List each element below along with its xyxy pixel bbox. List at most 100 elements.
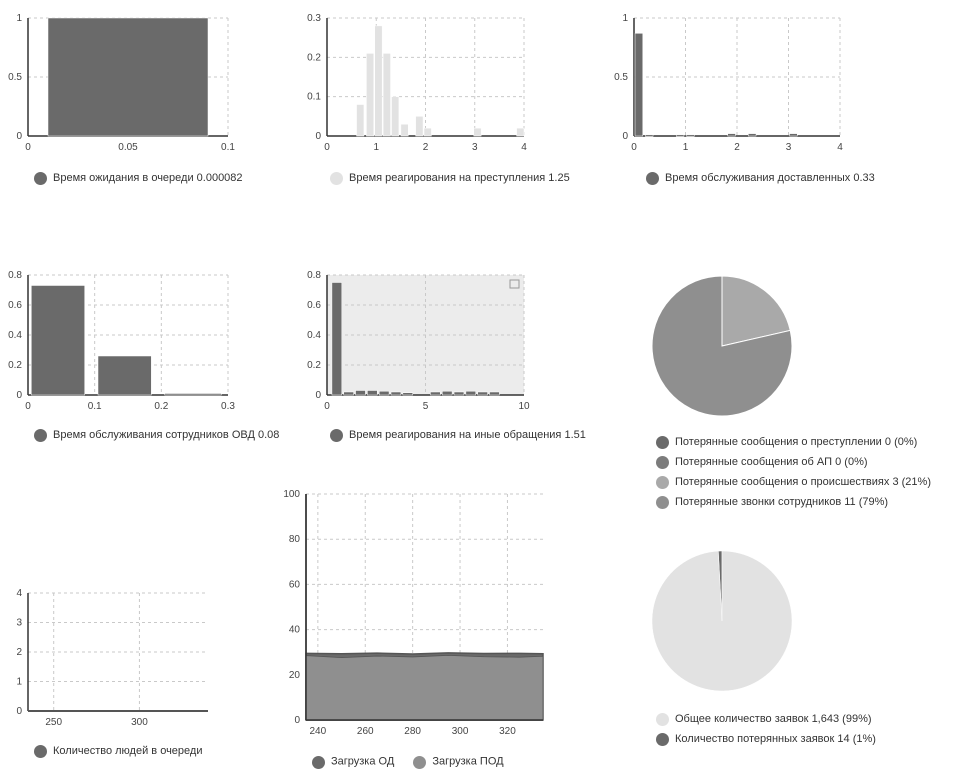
bar — [356, 104, 365, 137]
bar — [489, 391, 500, 396]
legend-label: Время реагирования на иные обращения — [349, 429, 562, 441]
bar — [423, 127, 432, 137]
toolbar-icon — [509, 279, 520, 289]
chart-crime-response-svg: 0 0.1 0.2 0.3 0 1 2 3 4 — [307, 13, 527, 153]
y-tick-label: 1 — [622, 13, 628, 24]
area-series-pod — [305, 654, 544, 721]
legend-item[interactable]: Количество потерянных заявок 14 (1%) — [656, 733, 876, 753]
x-tick-label: 4 — [837, 142, 843, 153]
legend-pct: 1% — [856, 733, 873, 745]
legend-delivered-service[interactable]: Время обслуживания доставленных 0.33 — [646, 172, 875, 185]
legend-value: 0.08 — [257, 429, 280, 441]
x-tick-label: 240 — [310, 726, 327, 737]
y-tick-label: 20 — [289, 670, 301, 681]
y-tick-label: 0.5 — [614, 72, 628, 83]
legend-label: Общее количество заявок — [675, 713, 809, 725]
chart-ovd-service-svg: 0 0.2 0.4 0.6 0.8 0 0.1 0.2 0.3 — [8, 270, 235, 412]
bar — [675, 134, 685, 137]
legend-crime-response[interactable]: Время реагирования на преступления 1.25 — [330, 172, 570, 185]
pie-slice — [651, 275, 793, 417]
x-tick-label: 3 — [786, 142, 792, 153]
y-tick-label: 0.8 — [8, 270, 22, 281]
legend-ovd-service[interactable]: Время обслуживания сотрудников ОВД 0.08 — [34, 429, 279, 442]
legend-label: Загрузка ОД — [331, 756, 395, 768]
legend-item[interactable]: Потерянные сообщения об АП 0 (0%) — [656, 456, 931, 476]
y-tick-label: 0.3 — [307, 13, 321, 24]
legend-value: 1.25 — [548, 172, 570, 184]
legend-other-response[interactable]: Время реагирования на иные обращения 1.5… — [330, 429, 586, 442]
bar — [516, 127, 525, 137]
bar — [331, 282, 343, 396]
y-tick-label: 0 — [294, 715, 300, 726]
chart-delivered-service: 0 0.5 1 0 1 2 3 4 Время обслуживания доставленн… — [610, 0, 875, 200]
legend-item[interactable]: Загрузка ПОД — [413, 756, 504, 769]
bar — [400, 123, 409, 137]
x-tick-label: 1 — [683, 142, 689, 153]
x-tick-label: 0 — [25, 142, 31, 153]
legend-item[interactable]: Потерянные звонки сотрудников 11 (79%) — [656, 496, 931, 516]
legend-label: Количество людей в очереди — [53, 745, 203, 757]
legend-queue-wait[interactable]: Время ожидания в очереди 0.000082 — [34, 172, 243, 185]
bar — [453, 391, 465, 396]
bar — [374, 25, 383, 137]
legend-value: 0.33 — [853, 172, 875, 184]
legend-label: Потерянные сообщения о преступлении — [675, 436, 882, 448]
y-tick-label: 0.2 — [307, 360, 321, 371]
legend-dot — [34, 745, 47, 758]
legend-value: 1,643 — [811, 713, 840, 725]
y-tick-label: 2 — [16, 647, 22, 658]
y-tick-label: 60 — [289, 579, 301, 590]
legend-label: Время ожидания в очереди — [53, 172, 194, 184]
pie-lost-messages-svg — [651, 275, 793, 417]
legend-value: 1.51 — [564, 429, 586, 441]
x-tick-label: 0.2 — [154, 401, 168, 412]
legend-value: 3 — [892, 476, 899, 488]
bar — [343, 391, 354, 396]
x-tick-label: 250 — [45, 717, 62, 728]
legend-queue-count[interactable]: Количество людей в очереди — [34, 745, 202, 758]
bar — [686, 134, 695, 137]
y-tick-label: 0.6 — [307, 300, 321, 311]
y-tick-label: 0.2 — [8, 360, 22, 371]
legend-label: Время обслуживания доставленных — [665, 172, 851, 184]
legend-dot — [656, 456, 669, 469]
legend-item[interactable]: Потерянные сообщения о происшествиях 3 (… — [656, 476, 931, 496]
bar — [355, 390, 366, 396]
pie-lost-messages: Потерянные сообщения о преступлении 0 (0… — [640, 270, 950, 520]
y-tick-label: 0.1 — [307, 92, 321, 103]
x-tick-label: 0 — [324, 142, 330, 153]
bar — [391, 96, 400, 137]
legend-item[interactable]: Общее количество заявок 1,643 (99%) — [656, 713, 876, 733]
y-tick-label: 3 — [16, 618, 22, 629]
legend-label: Потерянные сообщения о происшествиях — [675, 476, 890, 488]
x-tick-label: 300 — [452, 726, 469, 737]
x-tick-label: 3 — [472, 142, 478, 153]
x-tick-label: 0 — [25, 401, 31, 412]
y-tick-label: 0 — [622, 131, 628, 142]
legend-requests: Общее количество заявок 1,643 (99%) Коли… — [656, 713, 876, 753]
legend-pct: 79% — [862, 496, 885, 508]
legend-dot — [330, 429, 343, 442]
legend-value: 11 — [844, 496, 856, 508]
chart-crime-response: 0 0.1 0.2 0.3 0 1 2 3 4 Время реагирования на пр… — [300, 0, 570, 200]
bar — [31, 285, 85, 396]
legend-dot — [34, 429, 47, 442]
bar — [477, 391, 488, 396]
x-tick-label: 0.1 — [88, 401, 102, 412]
x-tick-label: 2 — [423, 142, 429, 153]
y-tick-label: 0 — [315, 390, 321, 401]
legend-dot — [656, 733, 669, 746]
chart-load-svg: 0 20 40 60 80 100 240 260 280 300 320 — [283, 489, 544, 737]
legend-item[interactable]: Потерянные сообщения о преступлении 0 (0… — [656, 436, 931, 456]
legend-dot — [312, 756, 325, 769]
y-tick-label: 0 — [16, 390, 22, 401]
x-tick-label: 0.05 — [118, 142, 138, 153]
y-tick-label: 40 — [289, 625, 301, 636]
pie-slice — [721, 275, 791, 347]
legend-label: Загрузка ПОД — [432, 756, 504, 768]
legend-item[interactable]: Загрузка ОД — [312, 756, 395, 769]
bar — [367, 390, 378, 396]
legend-label: Потерянные звонки сотрудников — [675, 496, 842, 508]
bar — [97, 355, 152, 396]
x-tick-label: 4 — [521, 142, 527, 153]
